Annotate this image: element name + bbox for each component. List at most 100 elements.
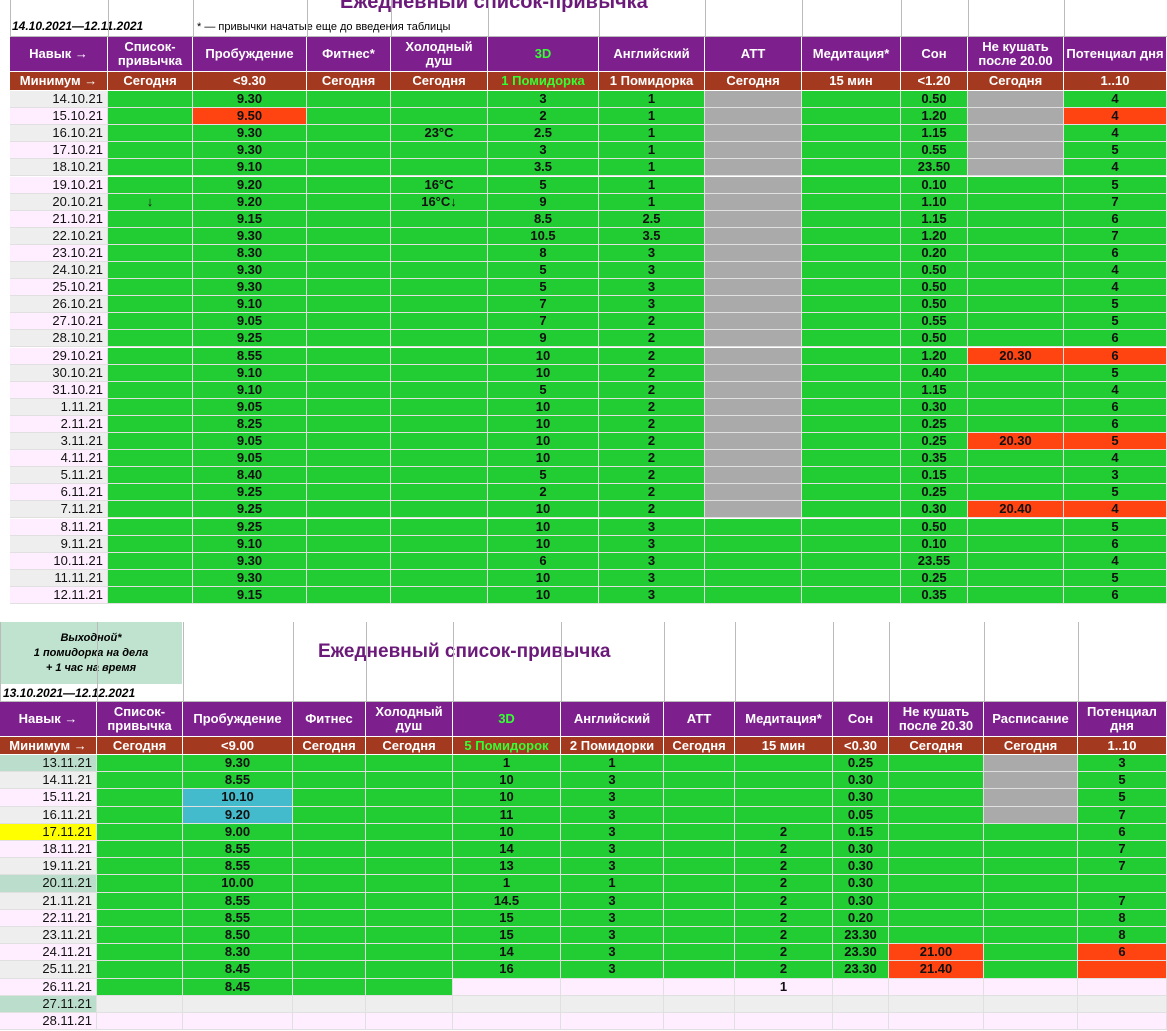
cell: 10.10 xyxy=(183,789,293,807)
cell: 9.05 xyxy=(193,450,307,468)
cell xyxy=(307,569,391,587)
date-cell: 8.11.21 xyxy=(10,518,108,536)
header-cell: Фитнес xyxy=(293,702,366,737)
cell: 10 xyxy=(488,518,599,536)
date-cell: 25.11.21 xyxy=(0,961,97,979)
cell xyxy=(735,995,833,1013)
header-cell: 3D xyxy=(453,702,561,737)
cell xyxy=(293,823,366,841)
minimum-cell: Сегодня xyxy=(307,72,391,91)
minimum-cell: Сегодня xyxy=(293,737,366,755)
cell xyxy=(802,296,901,314)
cell xyxy=(97,806,183,824)
cell xyxy=(183,1013,293,1031)
cell: 5 xyxy=(1064,142,1167,160)
cell: 4 xyxy=(1064,381,1167,399)
date-cell: 21.10.21 xyxy=(10,210,108,228)
cell: 5 xyxy=(488,279,599,297)
cell xyxy=(366,806,453,824)
cell: 10 xyxy=(488,501,599,519)
cell xyxy=(307,108,391,126)
header-cell: Сон xyxy=(901,37,968,72)
cell: 2 xyxy=(735,841,833,859)
cell xyxy=(984,1013,1078,1031)
cell xyxy=(802,467,901,485)
cell xyxy=(293,755,366,773)
cell xyxy=(968,450,1064,468)
cell xyxy=(664,772,735,790)
cell: 6 xyxy=(1064,330,1167,348)
date-cell: 20.10.21 xyxy=(10,193,108,211)
cell xyxy=(889,927,984,945)
cell-border xyxy=(0,701,1167,702)
cell xyxy=(307,176,391,194)
header-cell: Расписание xyxy=(984,702,1078,737)
cell xyxy=(802,586,901,604)
cell xyxy=(108,125,193,143)
cell xyxy=(307,296,391,314)
cell: 1.10 xyxy=(901,193,968,211)
cell xyxy=(307,244,391,262)
cell: 0.30 xyxy=(833,789,889,807)
cell: 2 xyxy=(735,909,833,927)
cell: 7 xyxy=(1064,227,1167,245)
cell xyxy=(453,995,561,1013)
cell xyxy=(664,892,735,910)
header-cell: Список-привычка xyxy=(108,37,193,72)
cell xyxy=(108,244,193,262)
cell xyxy=(664,909,735,927)
cell: 0.10 xyxy=(901,535,968,553)
cell xyxy=(561,995,664,1013)
cell: 3 xyxy=(561,858,664,876)
cell xyxy=(802,398,901,416)
minimum-cell: Сегодня xyxy=(664,737,735,755)
cell xyxy=(307,552,391,570)
cell xyxy=(968,535,1064,553)
cell: 5 xyxy=(1064,484,1167,502)
cell xyxy=(664,841,735,859)
header-cell: Английский xyxy=(561,702,664,737)
minimum-cell: 1..10 xyxy=(1064,72,1167,91)
cell: 1 xyxy=(453,755,561,773)
cell: 8.55 xyxy=(193,347,307,365)
cell xyxy=(1078,995,1167,1013)
cell xyxy=(889,858,984,876)
cell xyxy=(984,772,1078,790)
cell xyxy=(108,552,193,570)
cell: 3 xyxy=(488,91,599,109)
cell xyxy=(108,210,193,228)
cell: 1 xyxy=(599,176,705,194)
cell xyxy=(293,1013,366,1031)
cell: 9.25 xyxy=(193,501,307,519)
cell: 0.15 xyxy=(833,823,889,841)
cell xyxy=(705,433,802,451)
cell: 8.30 xyxy=(183,944,293,962)
cell xyxy=(391,159,488,177)
cell xyxy=(307,347,391,365)
cell xyxy=(968,296,1064,314)
cell: 3 xyxy=(561,841,664,859)
note-line: Выходной* xyxy=(60,631,122,644)
minimum-cell: Сегодня xyxy=(97,737,183,755)
cell: 8.55 xyxy=(183,909,293,927)
cell: 3 xyxy=(488,142,599,160)
note-line: + 1 час на время xyxy=(45,661,137,674)
cell xyxy=(97,978,183,996)
cell: 9.20 xyxy=(183,806,293,824)
cell xyxy=(984,806,1078,824)
cell: 0.50 xyxy=(901,262,968,280)
date-cell: 14.11.21 xyxy=(0,772,97,790)
cell: 9.30 xyxy=(193,262,307,280)
cell xyxy=(307,142,391,160)
cell: 7 xyxy=(1078,892,1167,910)
title: Ежедневный список-привычка xyxy=(318,641,611,662)
cell: 0.25 xyxy=(901,484,968,502)
cell-border xyxy=(193,0,194,37)
cell xyxy=(561,978,664,996)
minimum-cell: Сегодня xyxy=(705,72,802,91)
cell xyxy=(664,961,735,979)
cell xyxy=(705,450,802,468)
cell xyxy=(705,193,802,211)
cell: 8.55 xyxy=(183,858,293,876)
cell: 1.15 xyxy=(901,210,968,228)
